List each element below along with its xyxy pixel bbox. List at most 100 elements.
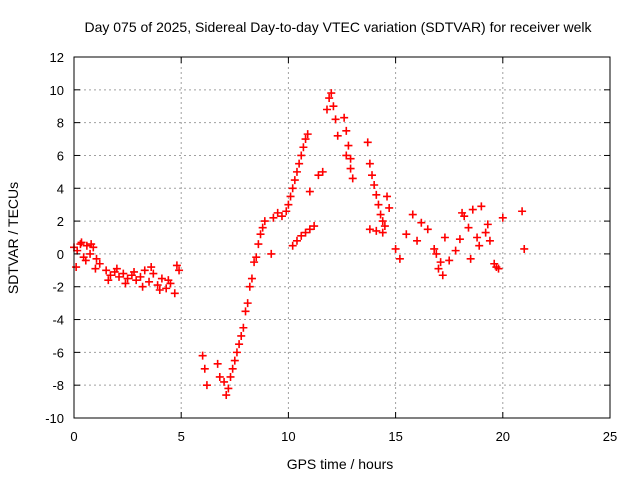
y-tick-label: -4 [52, 313, 64, 328]
data-point [252, 253, 261, 262]
data-point [202, 381, 211, 390]
data-point [432, 249, 441, 258]
data-point [380, 222, 389, 231]
data-point [318, 167, 327, 176]
x-tick-label: 5 [178, 429, 185, 444]
data-point [145, 277, 154, 286]
data-point [112, 264, 121, 273]
y-tick-label: 10 [50, 83, 64, 98]
data-point [224, 384, 233, 393]
data-point [299, 143, 308, 152]
y-tick-label: 8 [57, 116, 64, 131]
data-point [288, 241, 297, 250]
data-point [438, 271, 447, 280]
x-tick-label: 10 [281, 429, 295, 444]
data-point [346, 154, 355, 163]
data-point [445, 256, 454, 265]
data-point [436, 258, 445, 267]
data-point [333, 131, 342, 140]
data-point [374, 200, 383, 209]
data-point [277, 212, 286, 221]
data-point [372, 226, 381, 235]
data-point [408, 210, 417, 219]
data-point [215, 372, 224, 381]
x-tick-label: 20 [496, 429, 510, 444]
data-point [372, 190, 381, 199]
y-tick-label: 0 [57, 247, 64, 262]
data-point [466, 254, 475, 263]
data-point [92, 254, 101, 263]
x-tick-label: 15 [388, 429, 402, 444]
data-point [295, 159, 304, 168]
data-point [72, 263, 81, 272]
data-point [342, 151, 351, 160]
chart-title: Day 075 of 2025, Sidereal Day-to-day VTE… [84, 19, 592, 35]
data-point [518, 207, 527, 216]
data-point [288, 184, 297, 193]
data-point [344, 141, 353, 150]
data-point [322, 105, 331, 114]
data-point [247, 274, 256, 283]
data-point [475, 241, 484, 250]
data-point [147, 263, 156, 272]
data-point [292, 167, 301, 176]
x-tick-label: 0 [70, 429, 77, 444]
data-point [305, 225, 314, 234]
data-point [297, 231, 306, 240]
data-point [485, 236, 494, 245]
data-point [226, 372, 235, 381]
data-point [136, 272, 145, 281]
data-point [365, 225, 374, 234]
data-point [104, 276, 113, 285]
data-point [213, 359, 222, 368]
data-point [314, 171, 323, 180]
data-point [301, 135, 310, 144]
data-point [162, 284, 171, 293]
data-point [464, 223, 473, 232]
y-tick-label: 2 [57, 214, 64, 229]
data-point [483, 220, 492, 229]
data-point [220, 377, 229, 386]
data-point [73, 246, 82, 255]
y-tick-label: -10 [45, 411, 64, 426]
x-axis-label: GPS time / hours [287, 456, 394, 472]
data-point [417, 218, 426, 227]
data-point [86, 249, 95, 258]
data-point [391, 244, 400, 253]
data-point [198, 351, 207, 360]
data-point [250, 258, 259, 267]
data-point [370, 180, 379, 189]
data-point [102, 266, 111, 275]
data-point [232, 348, 241, 357]
data-point [434, 264, 443, 273]
data-point [155, 286, 164, 295]
y-tick-label: -2 [52, 280, 64, 295]
data-point [256, 230, 265, 239]
data-point [310, 222, 319, 231]
data-point [81, 256, 90, 265]
y-tick-label: 4 [57, 181, 64, 196]
data-point [305, 187, 314, 196]
data-point [301, 228, 310, 237]
data-point [342, 126, 351, 135]
data-point [82, 241, 91, 250]
data-points [70, 89, 529, 400]
data-point [273, 208, 282, 217]
data-point [481, 228, 490, 237]
data-point [365, 159, 374, 168]
data-point [340, 113, 349, 122]
data-point [378, 228, 387, 237]
data-point [455, 235, 464, 244]
data-point [520, 244, 529, 253]
data-point [440, 233, 449, 242]
data-point [284, 200, 293, 209]
data-point [368, 171, 377, 180]
data-point [228, 364, 237, 373]
data-point [164, 276, 173, 285]
data-point [292, 236, 301, 245]
data-point [286, 192, 295, 201]
data-point [385, 203, 394, 212]
data-point [170, 289, 179, 298]
